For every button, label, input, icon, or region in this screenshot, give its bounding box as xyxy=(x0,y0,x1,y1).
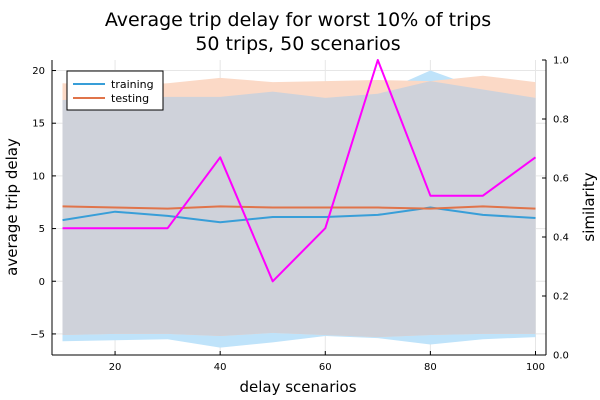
testing-line xyxy=(62,205,536,210)
y2-tick-label: 0.8 xyxy=(553,115,569,126)
y-tick-label: 15 xyxy=(32,119,45,130)
band-overlap xyxy=(62,81,536,338)
y-tick-label: 20 xyxy=(32,66,45,77)
y2-tick-label: 0.4 xyxy=(553,233,569,244)
x-tick-label: 80 xyxy=(424,362,437,373)
chart-title-line-2: 50 trips, 50 scenarios xyxy=(195,33,400,55)
y2-tick-label: 0.6 xyxy=(553,174,569,185)
x-tick-label: 20 xyxy=(109,362,122,373)
x-tick-label: 60 xyxy=(319,362,332,373)
y2-tick-label: 0.0 xyxy=(553,351,569,362)
chart-title-line-1: Average trip delay for worst 10% of trip… xyxy=(105,9,491,31)
y2-tick-label: 0.2 xyxy=(553,292,569,303)
plot-area: 20 40 60 80 100 −5 0 5 10 15 20 0.0 0.2 0.4 0.6 0.8 1.0 xyxy=(30,56,569,374)
legend-label-training: training xyxy=(111,78,154,91)
legend-box xyxy=(66,70,164,111)
x-tick-label: 40 xyxy=(214,362,227,373)
legend-label-testing: testing xyxy=(111,92,149,105)
training-line xyxy=(62,206,536,224)
similarity-line xyxy=(62,59,537,283)
y2-tick-label: 1.0 xyxy=(553,56,569,67)
y-tick-label: 5 xyxy=(39,224,45,235)
x-axis-label: delay scenarios xyxy=(239,378,356,396)
y2-axis-label: similarity xyxy=(580,172,598,241)
x-tick-label: 100 xyxy=(526,362,545,373)
y-axis-label: average trip delay xyxy=(3,138,21,276)
y-tick-label: 10 xyxy=(32,171,45,182)
y-tick-label: 0 xyxy=(39,277,45,288)
y-tick-label: −5 xyxy=(30,329,45,340)
